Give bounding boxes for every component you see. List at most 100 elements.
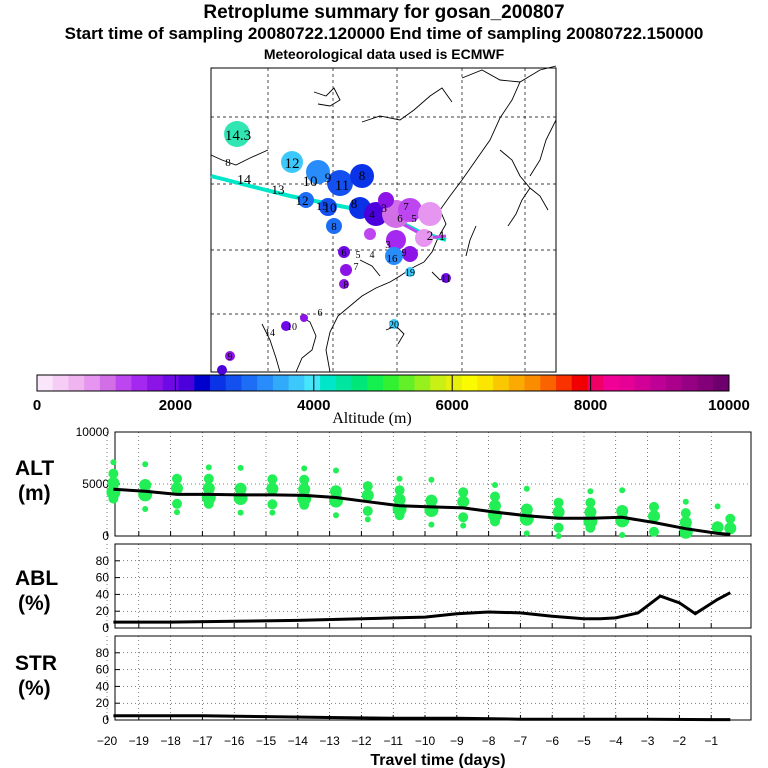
colorbar-cell [210,375,227,391]
alt-scatter-point [492,482,498,488]
altitude-colorbar: 0 2000 4000 6000 8000 10000 Altitude (m) [33,374,750,427]
plume-day-label: 11 [441,274,451,285]
plume-circle [405,267,415,277]
y-tick-label: 40 [96,587,110,601]
plume-day-label: 6 [342,248,347,259]
alt-scatter-point [139,479,152,491]
chart-title: Retroplume summary for gosan_200807 [203,2,565,23]
alt-scatter-point [460,522,467,529]
plume-circle [300,314,308,322]
colorbar-cell [430,375,447,391]
alt-scatter-point [725,513,736,524]
colorbar-cell [634,375,651,391]
x-tick-label: −2 [673,734,687,748]
x-tick-label: −1 [704,734,718,748]
plume-day-label: 19 [405,268,415,279]
x-tick-label: −18 [160,734,181,748]
colorbar-cell [304,375,321,391]
alt-scatter-point [648,510,660,523]
colorbar-cell [194,375,211,391]
plume-day-label: 10 [287,322,297,333]
colorbar-cell [178,375,195,391]
x-tick-label: −19 [129,734,150,748]
alt-scatter-point [711,521,724,534]
plume-circle [350,164,374,188]
plume-day-label: 8 [331,221,337,233]
x-tick-label: −12 [351,734,372,748]
plume-day-label: 7 [354,262,359,273]
plume-circle [306,160,330,184]
x-axis-ticks: −20 −19 −18 −17 −16 −15 −14 −13 −12 −11 −10 −9 −8 −7−… [97,531,718,748]
sampling-times: Start time of sampling 20080722.120000 E… [64,24,704,43]
plume-circle [217,365,227,375]
x-tick-label: −6 [545,734,559,748]
alt-scatter-point [619,532,626,538]
colorbar-cell [681,375,699,391]
x-tick-label: −13 [319,734,340,748]
plume-day-label: 4 [370,250,375,261]
x-tick-label: −11 [383,734,403,748]
colorbar-cell [524,375,541,391]
alt-scatter-point [237,509,244,516]
plume-circle [389,319,399,329]
y-tick-label: 80 [96,554,110,568]
y-tick-label: 60 [96,571,110,585]
colorbar-tick-label: 4000 [297,397,330,414]
plume-day-label: 5 [356,250,361,261]
x-tick-label: −5 [577,734,591,748]
plume-day-label: 20 [389,320,399,331]
alt-median-line [113,487,731,536]
plume-day-label: 1 [439,228,446,243]
plume-circle [281,151,303,173]
alt-scatter-point [616,505,629,517]
plume-day-label: 16 [387,253,399,265]
alt-scatter-point [396,475,403,482]
plume-circle [415,229,433,247]
x-tick-label: −15 [256,734,277,748]
alt-scatter-point [428,476,435,483]
alt-scatter-point [142,461,149,468]
alt-scatter-point [489,499,501,512]
colorbar-tick-label: 10000 [708,397,750,414]
plume-circle [319,198,337,216]
str-panel-frame [114,635,752,721]
alt-scatter-point [333,467,339,474]
plume-circle [386,230,406,250]
colorbar-cell [115,375,132,391]
colorbar-cell [162,375,180,391]
plume-circle [281,321,291,331]
plume-day-label: 8 [225,157,231,169]
alt-scatter-point [553,522,564,533]
plume-day-label: 12 [296,193,309,208]
alt-scatter-point [615,513,630,528]
plume-circle [298,192,314,208]
alt-gridlines [106,431,751,537]
alt-scatter-point [172,498,182,509]
plume-day-label: 4 [369,209,375,221]
y-tick-label: 80 [96,646,110,660]
colorbar-cell [493,375,510,391]
str-line [113,714,731,722]
alt-scatter-point [233,491,248,505]
x-tick-label: −8 [482,734,496,748]
y-tick-label: 5000 [82,477,109,491]
alt-scatter-point [587,488,594,495]
colorbar-tick-label: 8000 [574,397,607,414]
plume-circle [364,202,388,226]
alt-scatter-point [203,498,214,509]
plume-circle [364,228,376,240]
plume-day-label: 9 [402,248,407,259]
alt-scatter-point [649,526,659,537]
alt-scatter-point [490,516,500,527]
alt-scatter-point [269,509,276,516]
y-tick-label: 40 [96,679,110,693]
alt-scatter-point [203,473,214,484]
alt-scatter-point [266,482,279,495]
colorbar-cell [383,375,400,391]
alt-scatter-point [174,509,180,516]
plume-day-label: 14.3 [225,128,251,144]
x-tick-label: −4 [609,734,623,748]
alt-scatter-point [364,516,371,523]
alt-scatter-point [361,489,374,502]
